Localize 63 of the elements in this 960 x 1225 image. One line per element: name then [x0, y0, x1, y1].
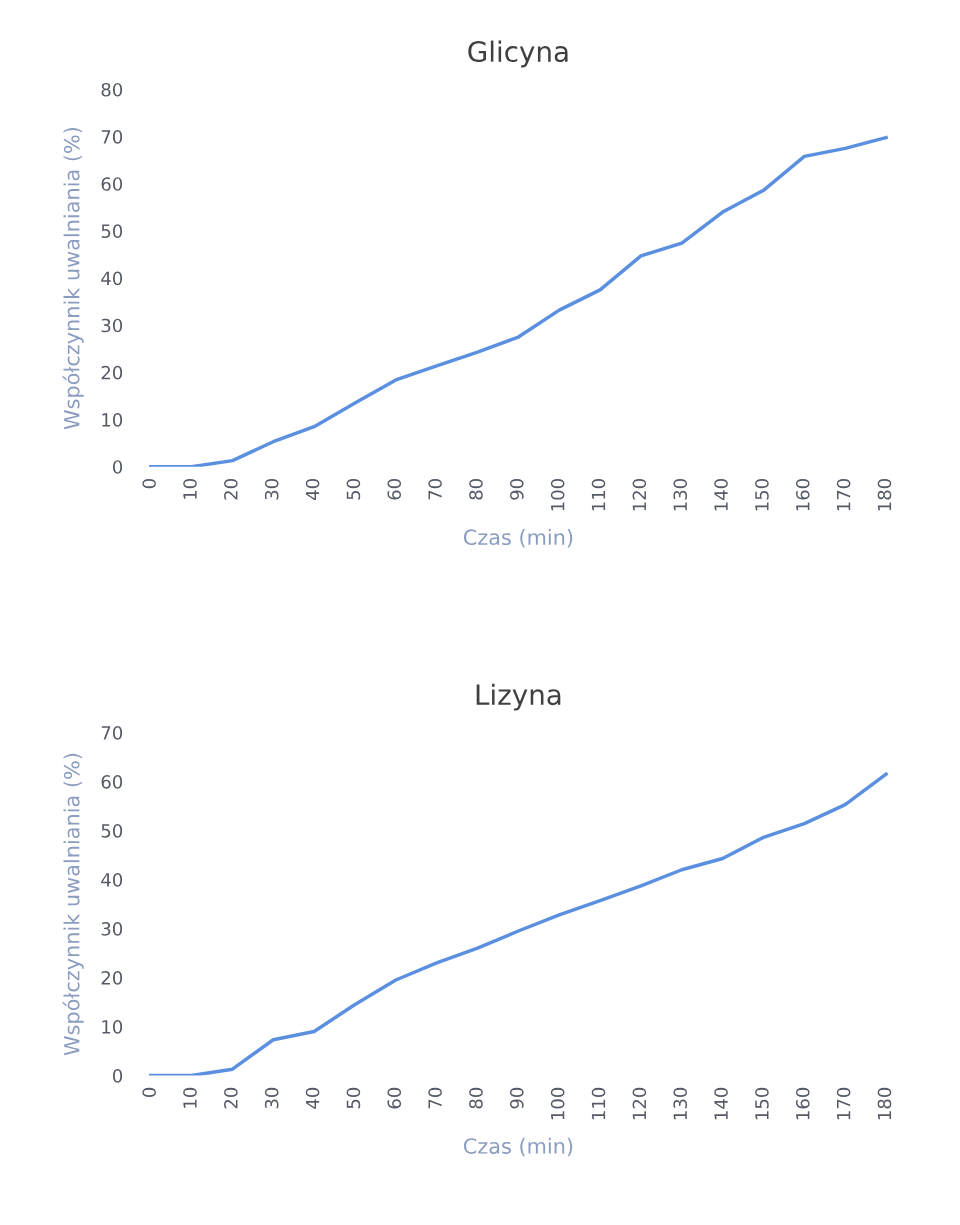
y-axis-title: Współczynnik uwalniania (%) — [62, 753, 84, 1056]
chart-title: Glicyna — [468, 40, 568, 68]
x-tick-label: 170 — [836, 479, 851, 511]
x-tick-label: 120 — [632, 1087, 647, 1120]
y-tick-label: 70 — [101, 726, 123, 740]
x-tick-label: 20 — [224, 1087, 238, 1109]
x-tick-label: 70 — [428, 1087, 442, 1109]
y-tick-label: 10 — [102, 1020, 123, 1034]
x-tick-label: 0 — [142, 1087, 156, 1097]
x-axis-title: Czas (min) — [463, 1137, 573, 1157]
x-axis-title: Czas (min) — [463, 528, 573, 548]
y-tick-label: 20 — [101, 971, 123, 985]
x-tick-label: 150 — [755, 479, 769, 511]
y-tick-label: 0 — [112, 1069, 123, 1083]
line-series — [149, 135, 888, 467]
y-tick-label: 70 — [101, 130, 123, 144]
x-tick-label: 120 — [632, 479, 647, 511]
x-tick-label: 30 — [264, 1087, 279, 1109]
x-tick-label: 110 — [591, 479, 606, 511]
y-tick-label: 30 — [101, 318, 123, 333]
y-tick-label: 50 — [101, 824, 123, 838]
x-tick-label: 150 — [755, 1087, 769, 1120]
x-tick-label: 90 — [509, 479, 524, 500]
x-tick-label: 130 — [673, 479, 688, 511]
x-tick-label: 160 — [795, 479, 810, 511]
y-tick-label: 20 — [101, 365, 123, 380]
x-tick-label: 170 — [836, 1087, 851, 1120]
y-tick-label: 50 — [101, 224, 123, 239]
x-tick-label: 20 — [224, 479, 238, 500]
y-tick-label: 80 — [101, 82, 123, 97]
x-tick-label: 140 — [714, 1087, 728, 1120]
chart-title: Lizyna — [476, 683, 561, 711]
y-tick-label: 30 — [101, 922, 123, 936]
y-tick-label: 40 — [101, 873, 123, 887]
x-tick-label: 40 — [305, 1087, 320, 1109]
x-tick-label: 160 — [795, 1087, 810, 1120]
x-tick-label: 80 — [469, 1087, 483, 1109]
x-tick-label: 50 — [346, 479, 361, 500]
x-tick-label: 180 — [877, 1087, 892, 1120]
x-tick-label: 110 — [591, 1087, 606, 1120]
y-tick-label: 0 — [112, 460, 123, 474]
x-tick-label: 140 — [714, 479, 728, 511]
y-tick-label: 60 — [101, 177, 123, 191]
x-tick-label: 30 — [264, 479, 279, 500]
y-tick-label: 10 — [102, 413, 123, 427]
y-tick-label: 60 — [101, 775, 123, 789]
x-tick-label: 70 — [428, 479, 442, 500]
y-axis-title: Współczynnik uwalniania (%) — [62, 127, 84, 430]
x-tick-label: 90 — [509, 1087, 524, 1109]
line-series — [149, 772, 888, 1076]
x-tick-label: 100 — [550, 1087, 565, 1120]
x-tick-label: 60 — [387, 479, 402, 500]
x-tick-label: 180 — [877, 479, 892, 511]
x-tick-label: 0 — [142, 479, 156, 489]
x-tick-label: 60 — [387, 1087, 402, 1109]
y-tick-label: 40 — [101, 271, 123, 286]
x-tick-label: 40 — [305, 479, 320, 500]
x-tick-label: 50 — [346, 1087, 361, 1109]
x-tick-label: 80 — [469, 479, 483, 500]
x-tick-label: 10 — [183, 1087, 197, 1108]
x-tick-label: 100 — [550, 479, 565, 511]
x-tick-label: 130 — [673, 1087, 688, 1120]
x-tick-label: 10 — [183, 479, 197, 499]
